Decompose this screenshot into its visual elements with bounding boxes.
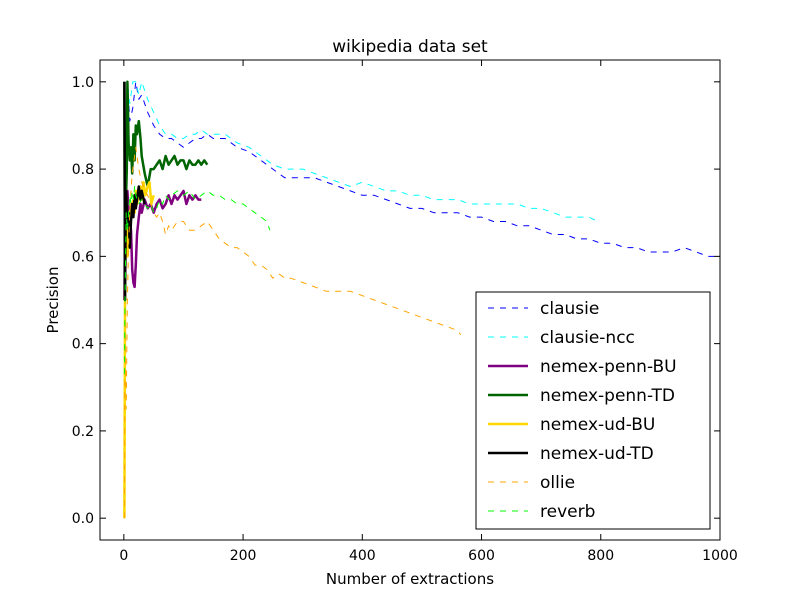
legend-entry-nemex-penn-BU: nemex-penn-BU (488, 357, 677, 377)
legend-label: nemex-ud-BU (540, 415, 655, 435)
legend-label: nemex-ud-TD (540, 444, 654, 464)
series-line-ollie (123, 146, 462, 519)
legend-entry-nemex-ud-TD: nemex-ud-TD (488, 444, 654, 464)
legend-label: clausie-ncc (540, 328, 635, 348)
y-axis-label: Precision (44, 267, 62, 334)
y-tick-label: 0.2 (72, 424, 94, 440)
y-tick-label: 0.8 (72, 162, 94, 178)
series-line-clausie (123, 81, 720, 257)
y-tick-label: 1.0 (72, 75, 94, 91)
series-line-reverb (123, 186, 271, 375)
legend-label: clausie (540, 299, 599, 319)
series-line-clausie-ncc (123, 81, 599, 222)
x-tick-label: 1000 (702, 548, 738, 564)
chart-title: wikipedia data set (332, 37, 488, 57)
legend-entry-reverb: reverb (488, 502, 595, 522)
legend-entry-nemex-penn-TD: nemex-penn-TD (488, 386, 675, 406)
y-tick-label: 0.0 (72, 511, 94, 527)
legend-entry-clausie-ncc: clausie-ncc (488, 328, 635, 348)
plot-frame (99, 59, 721, 541)
x-axis-label: Number of extractions (326, 570, 494, 588)
y-axis-ticks: 0.0 0.2 0.4 0.6 0.8 1.0 (72, 75, 720, 527)
series-line-nemex-ud-TD (123, 81, 146, 302)
legend-label: nemex-penn-TD (540, 386, 675, 406)
legend: clausie clausie-ncc nemex-penn-BU nemex-pen… (475, 291, 711, 530)
x-axis-ticks: 0 200 400 600 800 1000 (119, 60, 738, 564)
x-tick-label: 800 (587, 548, 614, 564)
x-tick-label: 600 (468, 548, 495, 564)
legend-entry-nemex-ud-BU: nemex-ud-BU (488, 415, 655, 435)
plot-series (123, 80, 720, 519)
legend-entry-clausie: clausie (488, 299, 599, 319)
y-tick-label: 0.6 (72, 249, 94, 265)
x-tick-label: 200 (230, 548, 257, 564)
y-tick-label: 0.4 (72, 337, 94, 353)
legend-entry-ollie: ollie (488, 473, 575, 493)
legend-label: ollie (540, 473, 575, 493)
legend-label: reverb (540, 502, 595, 522)
x-tick-label: 400 (349, 548, 376, 564)
legend-label: nemex-penn-BU (540, 357, 677, 377)
series-line-nemex-penn-TD (123, 80, 209, 302)
legend-frame (475, 291, 711, 530)
x-tick-label: 0 (119, 548, 128, 564)
